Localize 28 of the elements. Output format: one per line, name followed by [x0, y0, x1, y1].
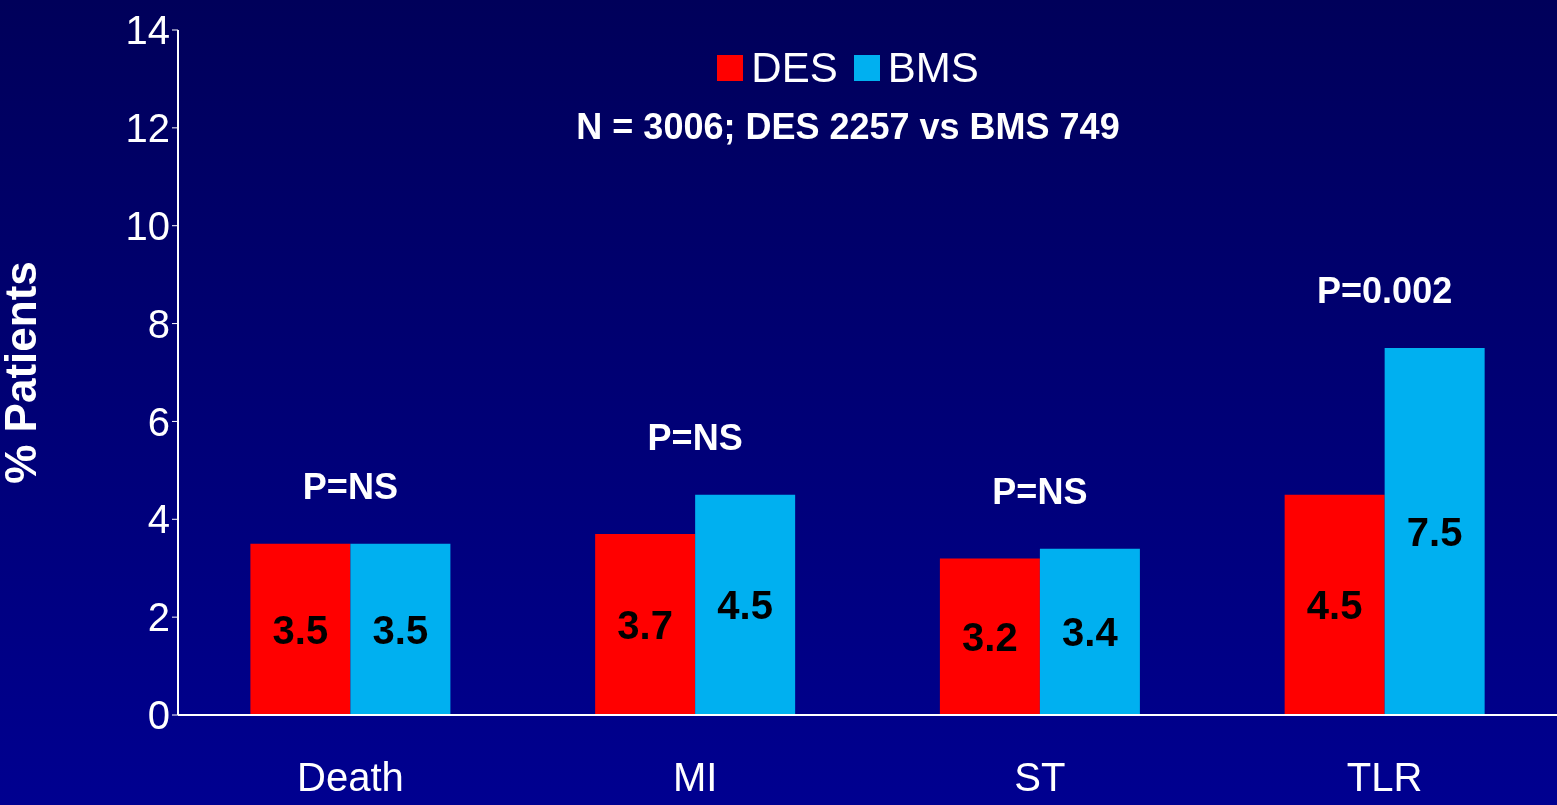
data-label: 3.5: [272, 607, 329, 652]
x-tick-label: MI: [672, 755, 718, 800]
y-tick-label: 2: [147, 595, 170, 640]
data-label: 3.2: [962, 614, 1018, 659]
x-tick-label: ST: [1014, 755, 1066, 800]
legend-label: BMS: [887, 44, 979, 92]
data-label: 3.4: [1062, 610, 1119, 655]
y-axis-title: % Patients: [0, 261, 45, 484]
data-label: 4.5: [1306, 583, 1363, 628]
data-label: 3.5: [372, 607, 429, 652]
y-tick-label: 10: [125, 203, 170, 248]
legend-label: DES: [751, 44, 838, 92]
data-label: 4.5: [717, 583, 773, 628]
x-tick-label: Death: [297, 755, 404, 800]
y-tick-label: 4: [147, 497, 170, 542]
data-label: 3.7: [617, 602, 673, 647]
annotation: P=NS: [302, 465, 398, 507]
text: N = 3006; DES 2257 vs BMS 749: [575, 106, 1121, 148]
data-label: 7.5: [1406, 509, 1463, 554]
annotation: P=0.002: [1317, 270, 1453, 312]
y-tick-label: 12: [125, 106, 170, 151]
y-tick-label: 6: [147, 399, 170, 444]
y-tick-label: 14: [125, 8, 170, 53]
annotation: P=NS: [647, 416, 743, 458]
x-tick-label: TLR: [1346, 755, 1423, 800]
y-tick-label: 8: [147, 301, 170, 346]
annotation: P=NS: [992, 470, 1088, 512]
y-tick-label: 0: [147, 693, 170, 738]
